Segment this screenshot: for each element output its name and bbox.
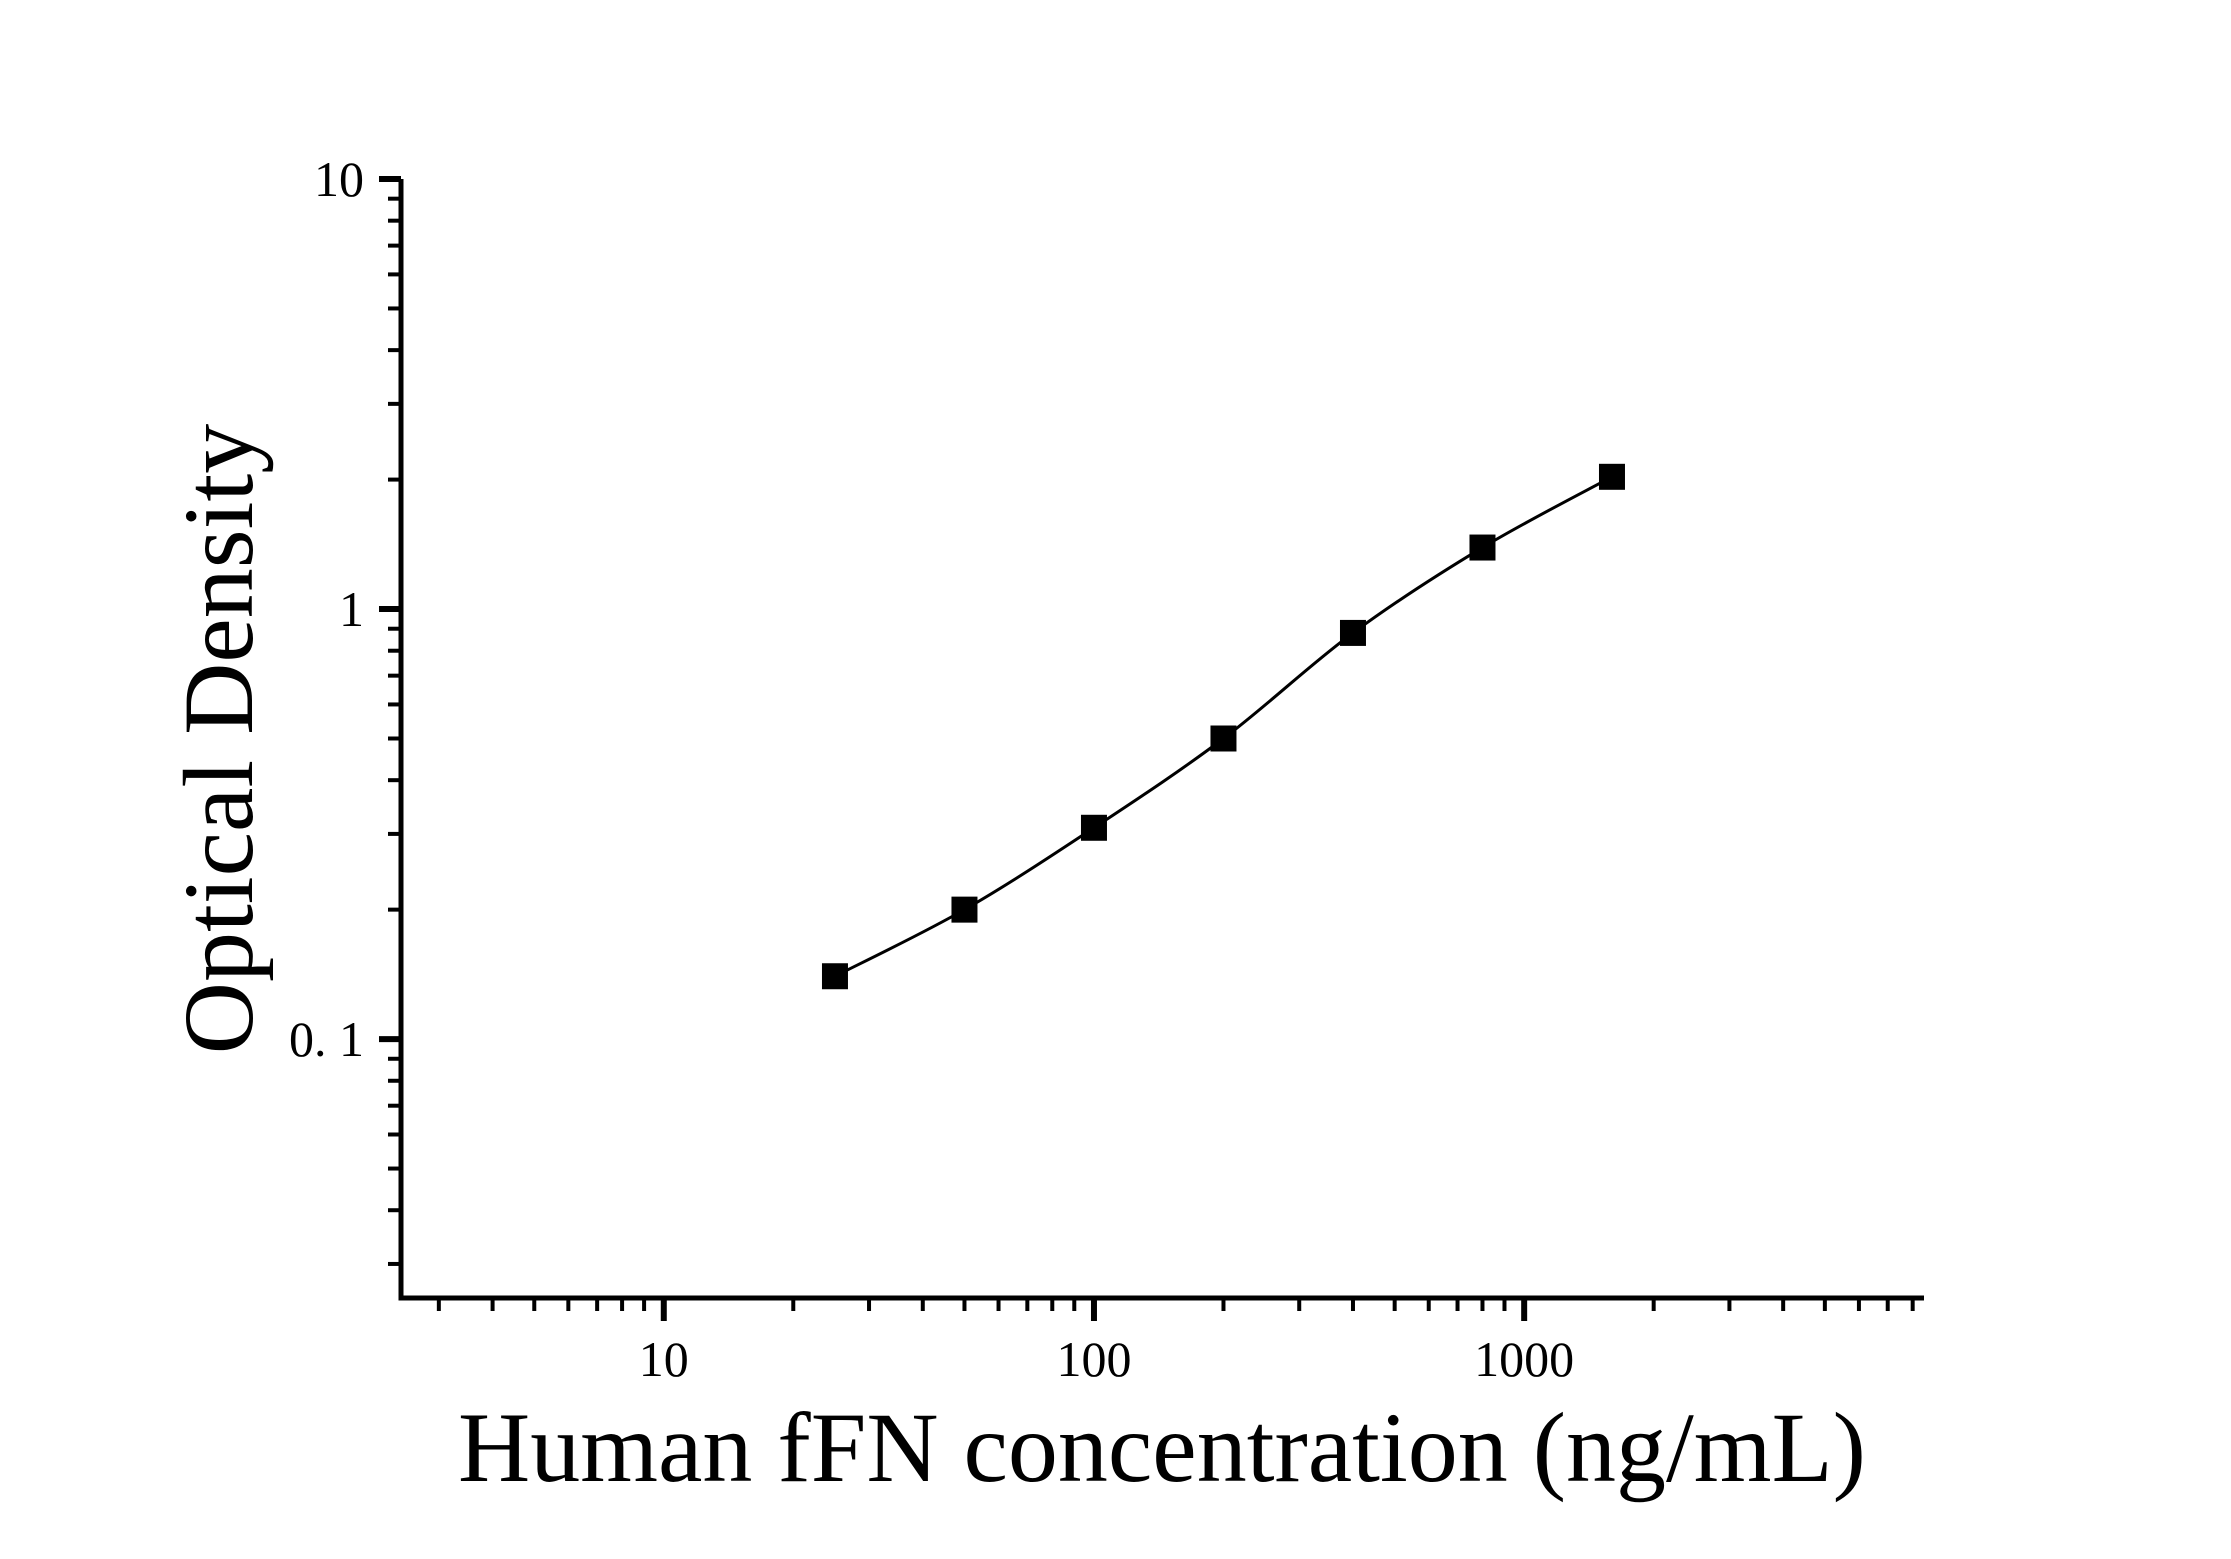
y-axis-title: Optical Density [163, 423, 274, 1055]
data-point-marker [951, 896, 978, 923]
data-point-marker [1339, 619, 1366, 646]
x-tick-label: 10 [639, 1331, 689, 1387]
data-point-marker [1080, 814, 1107, 841]
y-tick-label: 0. 1 [289, 1011, 364, 1067]
y-tick-label: 10 [314, 151, 364, 207]
x-axis-title: Human fFN concentration (ng/mL) [458, 1392, 1866, 1503]
x-tick-label: 100 [1056, 1331, 1131, 1387]
data-point-marker [1598, 463, 1625, 490]
x-tick-label: 1000 [1474, 1331, 1574, 1387]
data-point-marker [1210, 725, 1237, 752]
data-point-marker [821, 963, 848, 990]
y-tick-label: 1 [339, 581, 364, 637]
data-point-marker [1469, 534, 1496, 561]
